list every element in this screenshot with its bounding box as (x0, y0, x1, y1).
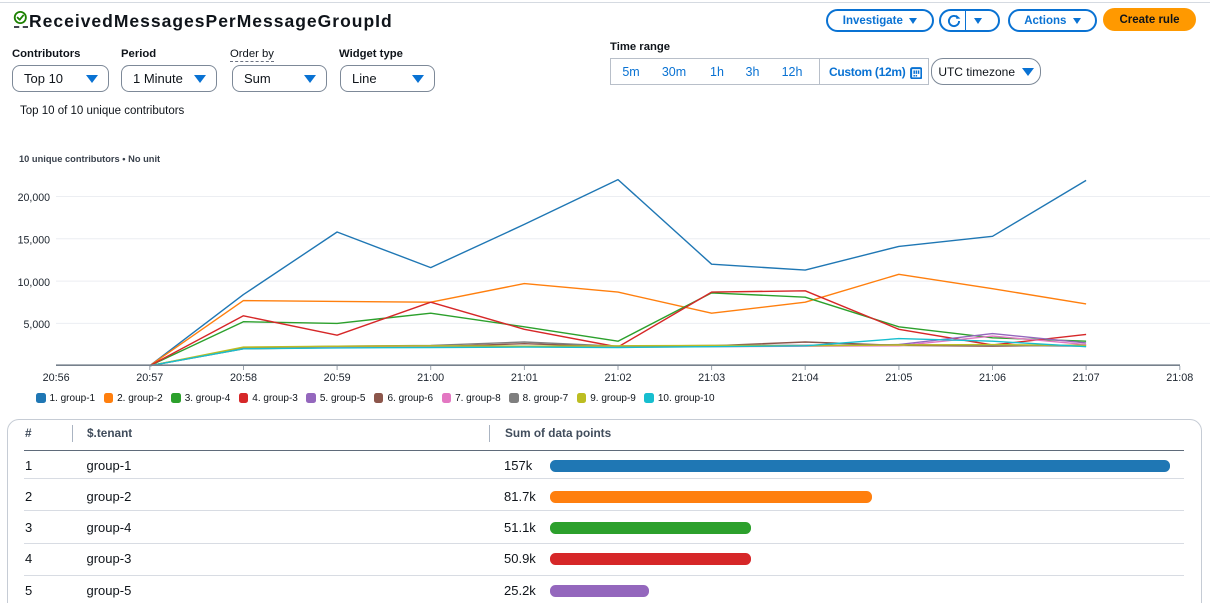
svg-text:21:05: 21:05 (885, 372, 912, 384)
svg-text:21:03: 21:03 (698, 372, 725, 384)
svg-text:10,000: 10,000 (18, 277, 51, 289)
svg-text:20:57: 20:57 (136, 372, 163, 384)
svg-text:20:58: 20:58 (230, 372, 257, 384)
svg-text:21:07: 21:07 (1073, 372, 1100, 384)
svg-text:21:00: 21:00 (417, 372, 444, 384)
svg-text:21:06: 21:06 (979, 372, 1006, 384)
svg-text:21:02: 21:02 (604, 372, 631, 384)
svg-text:20,000: 20,000 (18, 192, 51, 204)
svg-text:21:08: 21:08 (1166, 372, 1193, 384)
svg-text:20:59: 20:59 (324, 372, 351, 384)
svg-text:21:04: 21:04 (792, 372, 819, 384)
svg-text:15,000: 15,000 (18, 235, 51, 247)
svg-text:20:56: 20:56 (43, 372, 70, 384)
svg-text:5,000: 5,000 (23, 319, 50, 331)
svg-text:21:01: 21:01 (511, 372, 538, 384)
